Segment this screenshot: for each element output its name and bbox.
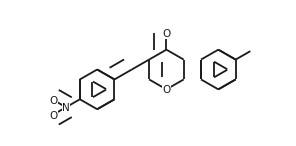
Text: N: N <box>62 103 70 113</box>
Text: O: O <box>162 29 170 39</box>
Text: O: O <box>162 85 170 95</box>
Text: O: O <box>49 96 57 106</box>
Text: O: O <box>49 111 57 121</box>
